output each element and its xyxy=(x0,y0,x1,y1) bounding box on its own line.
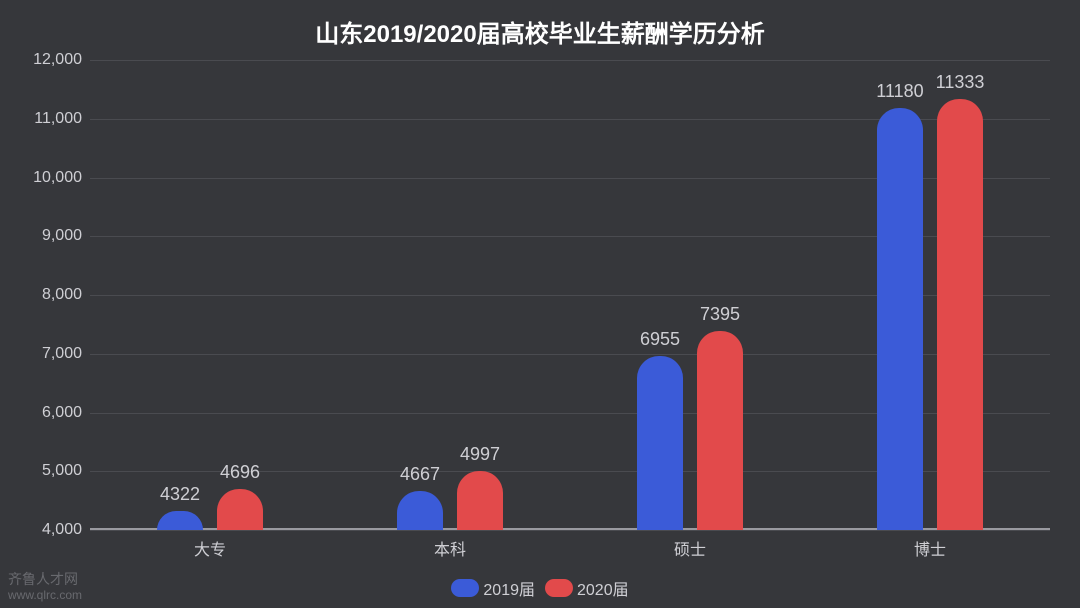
legend-label: 2019届 xyxy=(483,576,535,600)
bar-value-label: 11333 xyxy=(936,72,985,93)
bar-value-label: 7395 xyxy=(700,304,740,325)
bar: 4322 xyxy=(157,511,203,530)
y-tick-label: 9,000 xyxy=(42,227,82,245)
category-label: 博士 xyxy=(914,536,946,560)
bar: 4997 xyxy=(457,471,503,530)
bar-value-label: 4322 xyxy=(160,484,200,505)
y-tick-label: 7,000 xyxy=(42,345,82,363)
y-tick-label: 6,000 xyxy=(42,404,82,422)
bar: 7395 xyxy=(697,331,743,530)
bar-value-label: 6955 xyxy=(640,329,680,350)
watermark-url: www.qlrc.com xyxy=(8,588,82,602)
category-label: 硕士 xyxy=(674,536,706,560)
legend: 2019届 2020届 xyxy=(0,576,1080,600)
legend-item: 2019届 xyxy=(451,576,535,600)
legend-swatch xyxy=(451,579,479,597)
legend-item: 2020届 xyxy=(545,576,629,600)
category-label: 本科 xyxy=(434,536,466,560)
legend-swatch xyxy=(545,579,573,597)
watermark-brand: 齐鲁人才网 xyxy=(8,571,78,587)
bar: 4696 xyxy=(217,489,263,530)
watermark: 齐鲁人才网 www.qlrc.com xyxy=(8,571,82,602)
category-label: 大专 xyxy=(194,536,226,560)
bar: 11333 xyxy=(937,99,983,530)
y-tick-label: 11,000 xyxy=(34,110,82,128)
y-tick-label: 12,000 xyxy=(33,51,82,69)
y-tick-label: 10,000 xyxy=(33,169,82,187)
y-tick-label: 4,000 xyxy=(42,521,82,539)
bar-value-label: 4696 xyxy=(220,462,260,483)
gridline xyxy=(90,530,1050,531)
bar-value-label: 4667 xyxy=(400,464,440,485)
plot-area: 4,0005,0006,0007,0008,0009,00010,00011,0… xyxy=(90,60,1050,530)
bar-value-label: 4997 xyxy=(460,444,500,465)
chart-title: 山东2019/2020届高校毕业生薪酬学历分析 xyxy=(0,14,1080,49)
bar: 6955 xyxy=(637,356,683,530)
legend-label: 2020届 xyxy=(577,576,629,600)
gridline xyxy=(90,60,1050,61)
bar-value-label: 11180 xyxy=(876,81,923,102)
bar: 11180 xyxy=(877,108,923,530)
bar: 4667 xyxy=(397,491,443,530)
y-tick-label: 5,000 xyxy=(42,462,82,480)
y-tick-label: 8,000 xyxy=(42,286,82,304)
